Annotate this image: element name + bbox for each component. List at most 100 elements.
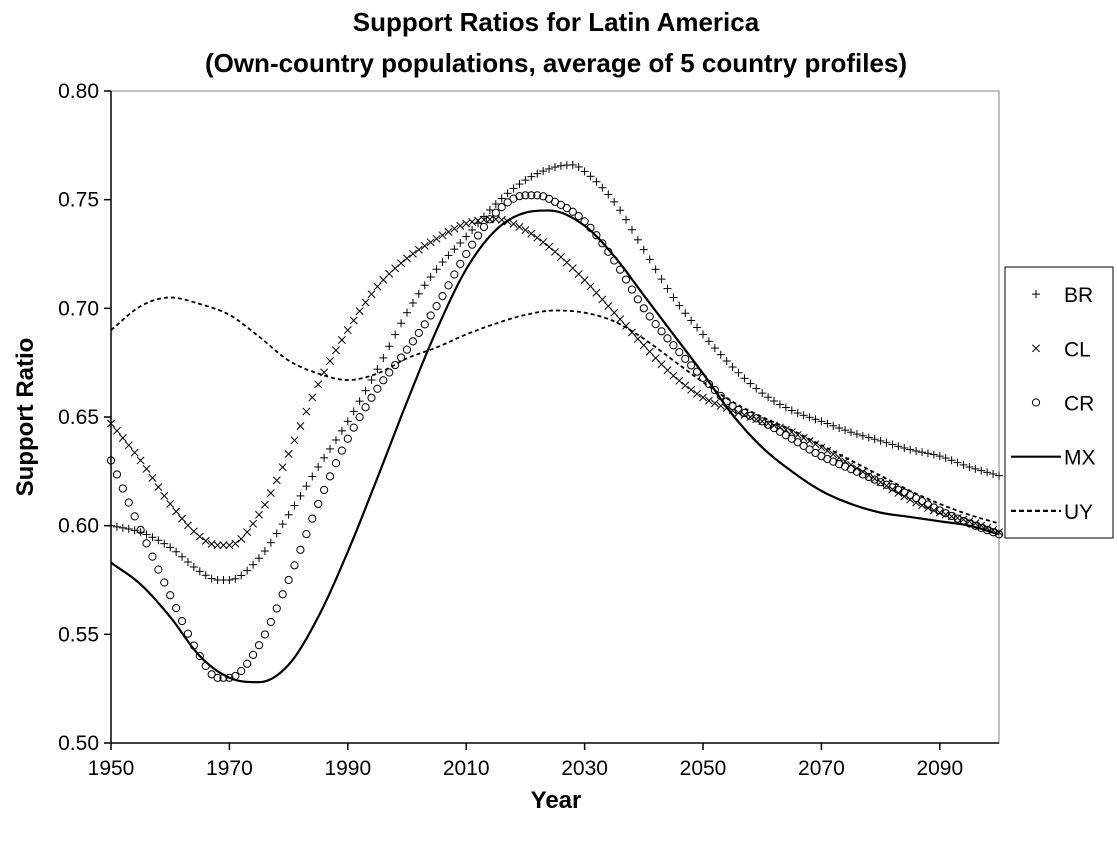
series-cr-point bbox=[278, 590, 287, 599]
series-br-point bbox=[468, 225, 477, 234]
series-br-point bbox=[326, 444, 335, 453]
series-cr-point bbox=[574, 211, 583, 221]
legend-label: MX bbox=[1064, 447, 1096, 470]
series-br-point bbox=[403, 308, 411, 317]
series-cl-point bbox=[260, 500, 269, 509]
series-br-point bbox=[633, 235, 642, 244]
series-cr-point bbox=[799, 441, 808, 450]
series-br-point bbox=[734, 368, 743, 377]
series-br-point bbox=[616, 206, 625, 215]
series-br-point bbox=[509, 184, 518, 193]
series-br-point bbox=[811, 415, 820, 424]
chart-title: Support Ratios for Latin America bbox=[353, 7, 760, 37]
series-cl-point bbox=[272, 476, 281, 485]
series-cl-point bbox=[367, 290, 376, 299]
series-br-point bbox=[610, 197, 619, 206]
series-cr-point bbox=[450, 270, 459, 279]
series-layer bbox=[106, 160, 1004, 684]
series-cr-point bbox=[172, 603, 181, 613]
series-br-point bbox=[995, 471, 1003, 480]
x-axis-ticks: 1950 1970 1990 2010 2030 2050 2070 2090 bbox=[88, 743, 963, 780]
series-br-point bbox=[183, 558, 192, 567]
x-tick-label: 1970 bbox=[206, 757, 253, 780]
series-cl-point bbox=[249, 519, 258, 528]
series-br-point bbox=[367, 376, 376, 385]
series-cl-point bbox=[533, 233, 542, 242]
series-cl-point bbox=[284, 449, 293, 458]
series-cr-point bbox=[248, 650, 258, 659]
series-cl-point bbox=[645, 347, 654, 356]
series-br-point bbox=[657, 275, 666, 284]
series-cl-point bbox=[154, 483, 163, 491]
series-cl-point bbox=[326, 357, 334, 366]
series-br-point bbox=[320, 453, 329, 462]
series-cr-point bbox=[320, 485, 329, 495]
series-br-point bbox=[983, 468, 992, 477]
series-cr-point bbox=[592, 231, 601, 240]
y-axis-ticks: 0.50 0.55 0.60 0.65 0.70 0.75 0.80 bbox=[58, 80, 111, 755]
series-cl-point bbox=[456, 221, 465, 230]
series-br-point bbox=[272, 529, 281, 538]
series-br-point bbox=[805, 413, 814, 422]
series-cl-point bbox=[734, 408, 743, 417]
series-cr-point bbox=[379, 376, 388, 385]
series-cr-point bbox=[781, 431, 790, 440]
series-br-point bbox=[764, 393, 773, 402]
series-cl-point bbox=[195, 532, 204, 541]
series-cr-point bbox=[568, 207, 577, 216]
series-cr-point bbox=[118, 484, 127, 493]
series-cl-point bbox=[391, 264, 400, 273]
series-cr-point bbox=[136, 525, 145, 535]
series-cr-point bbox=[533, 191, 542, 200]
series-cr-point bbox=[669, 341, 678, 350]
legend-entry-cl: CL bbox=[1032, 338, 1091, 361]
series-br-point bbox=[189, 562, 198, 571]
series-cl-point bbox=[237, 534, 246, 543]
series-cr-point bbox=[521, 191, 530, 200]
series-br-point bbox=[343, 417, 352, 426]
series-cl-point bbox=[231, 539, 240, 548]
series-cr-point bbox=[651, 320, 660, 329]
series-br-point bbox=[314, 462, 323, 471]
series-br-point bbox=[497, 194, 506, 203]
series-br-point bbox=[876, 436, 885, 445]
series-cr-point bbox=[562, 203, 571, 213]
series-cr-point bbox=[491, 208, 500, 217]
series-cl-point bbox=[610, 308, 619, 317]
series-br-point bbox=[556, 161, 565, 170]
series-cr-point bbox=[645, 312, 654, 321]
series-cr-point bbox=[266, 617, 275, 627]
y-tick-label: 0.60 bbox=[58, 515, 99, 538]
series-br-point bbox=[953, 458, 962, 467]
series-cr-point bbox=[385, 368, 394, 377]
series-cr-point bbox=[106, 456, 116, 465]
series-cl-point bbox=[438, 231, 447, 240]
series-cl-point bbox=[651, 354, 660, 362]
series-br-point bbox=[959, 460, 968, 469]
series-cl-point bbox=[355, 307, 364, 316]
series-cl-point bbox=[107, 419, 115, 428]
series-br-point bbox=[337, 426, 346, 435]
series-cr-point bbox=[675, 348, 684, 357]
series-cr-point bbox=[710, 386, 719, 395]
series-cr-point bbox=[284, 575, 293, 585]
series-cr-point bbox=[148, 552, 157, 561]
legend-swatch bbox=[1031, 398, 1041, 407]
series-br-point bbox=[823, 419, 832, 428]
series-cl-point bbox=[343, 326, 352, 335]
series-uy-line bbox=[110, 296, 1000, 525]
series-cl-point bbox=[811, 440, 820, 449]
series-cl bbox=[107, 215, 1003, 550]
series-cr-point bbox=[213, 673, 222, 682]
series-cl-point bbox=[681, 381, 690, 390]
series-cl-point bbox=[598, 295, 607, 304]
series-cl-point bbox=[160, 491, 169, 500]
series-cr-point bbox=[373, 384, 382, 393]
series-br-point bbox=[687, 316, 696, 325]
series-cl-point bbox=[266, 489, 275, 498]
series-cr-point bbox=[290, 561, 299, 570]
series-br-point bbox=[438, 257, 447, 266]
series-cl-point bbox=[124, 441, 133, 450]
series-cl-point bbox=[166, 499, 175, 508]
series-br-point bbox=[781, 403, 790, 412]
